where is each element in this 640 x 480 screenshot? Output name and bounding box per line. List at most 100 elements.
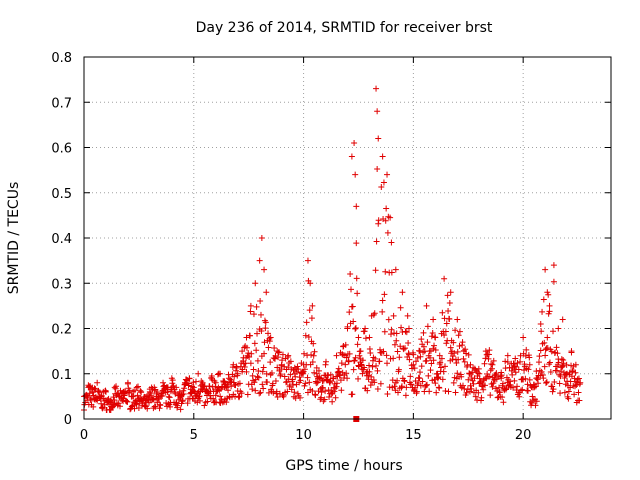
data-point: [526, 361, 533, 368]
data-point-dense: [169, 377, 176, 384]
data-point-dense: [546, 308, 553, 315]
data-point-dense: [349, 303, 356, 310]
data-point-dense: [374, 367, 381, 374]
data-point-dense: [262, 319, 269, 326]
data-point-dense: [478, 394, 485, 401]
data-point-dense: [393, 337, 400, 344]
data-point-dense: [342, 361, 349, 368]
data-point-dense: [283, 379, 290, 386]
data-point-dense: [377, 380, 384, 387]
data-point: [195, 370, 202, 377]
data-point-dense: [166, 394, 173, 401]
data-point-dense: [321, 396, 328, 403]
data-point-dense: [543, 380, 550, 387]
data-point-dense: [129, 402, 136, 409]
data-point: [366, 334, 373, 341]
data-point-dense: [416, 369, 423, 376]
data-point-dense: [367, 382, 374, 389]
data-point-dense: [105, 395, 112, 402]
data-point-dense: [543, 378, 550, 385]
data-point-dense: [274, 393, 281, 400]
data-point-dense: [134, 392, 141, 399]
data-point-dense: [279, 351, 286, 358]
data-point-dense: [259, 381, 266, 388]
data-point-dense: [117, 403, 124, 410]
data-point-dense: [204, 398, 211, 405]
data-point-dense: [567, 384, 574, 391]
data-point-dense: [547, 368, 554, 375]
data-point-dense: [261, 339, 268, 346]
data-point-dense: [310, 352, 317, 359]
data-point-dense: [416, 347, 423, 354]
data-point-dense: [455, 356, 462, 363]
data-point-dense: [254, 357, 261, 364]
data-point-dense: [344, 375, 351, 382]
data-point-dense: [165, 393, 172, 400]
data-point-dense: [568, 349, 575, 356]
axis-ticks: [83, 56, 611, 420]
data-point-dense: [229, 364, 236, 371]
data-point-dense: [574, 376, 581, 383]
data-point-dense: [558, 364, 565, 371]
data-point-dense: [441, 332, 448, 339]
data-point-dense: [439, 376, 446, 383]
data-point-dense: [432, 380, 439, 387]
data-point-dense: [338, 387, 345, 394]
data-point-dense: [236, 380, 243, 387]
data-point-dense: [369, 363, 376, 370]
data-point-dense: [302, 332, 309, 339]
data-point-dense: [189, 383, 196, 390]
data-point-dense: [303, 319, 310, 326]
data-point-dense: [257, 311, 264, 318]
data-point: [467, 361, 474, 368]
data-point-dense: [541, 339, 548, 346]
data-point-dense: [380, 348, 387, 355]
data-point-dense: [513, 363, 520, 370]
data-point-dense: [267, 359, 274, 366]
data-point-dense: [418, 363, 425, 370]
data-point-dense: [556, 380, 563, 387]
data-point-dense: [570, 363, 577, 370]
data-point: [355, 334, 362, 341]
data-point-dense: [113, 383, 120, 390]
data-point-dense: [352, 325, 359, 332]
data-point-dense: [243, 368, 250, 375]
data-point-dense: [356, 348, 363, 355]
data-point-dense: [305, 334, 312, 341]
data-point-dense: [522, 352, 529, 359]
data-point: [243, 334, 250, 341]
x-tick-label: 20: [515, 428, 532, 443]
data-point-dense: [461, 358, 468, 365]
data-point-dense: [280, 392, 287, 399]
data-point-dense: [262, 325, 269, 332]
data-point-dense: [465, 376, 472, 383]
data-point-dense: [383, 352, 390, 359]
data-point-dense: [428, 333, 435, 340]
data-point-dense: [453, 359, 460, 366]
data-point-dense: [247, 360, 254, 367]
data-point-dense: [367, 350, 374, 357]
data-point-dense: [332, 385, 339, 392]
data-point-dense: [331, 388, 338, 395]
data-point-dense: [559, 362, 566, 369]
data-point: [258, 235, 265, 241]
data-point-dense: [441, 363, 448, 370]
data-points: [81, 85, 584, 422]
data-point-dense: [561, 375, 568, 382]
y-tick-label: 0.6: [51, 142, 72, 157]
data-point-dense: [211, 377, 218, 384]
data-point-dense: [451, 350, 458, 357]
data-point: [379, 153, 386, 160]
data-point-dense: [179, 397, 186, 404]
data-point-dense: [408, 381, 415, 388]
data-point-dense: [95, 387, 102, 394]
data-point-dense: [250, 366, 257, 373]
data-point-dense: [545, 291, 552, 298]
data-point-dense: [256, 390, 263, 397]
data-point-dense: [265, 330, 272, 337]
data-point-dense: [374, 166, 381, 173]
data-point-dense: [272, 352, 279, 359]
data-point: [351, 139, 358, 146]
data-point-dense: [549, 388, 556, 395]
data-point-dense: [405, 339, 412, 346]
